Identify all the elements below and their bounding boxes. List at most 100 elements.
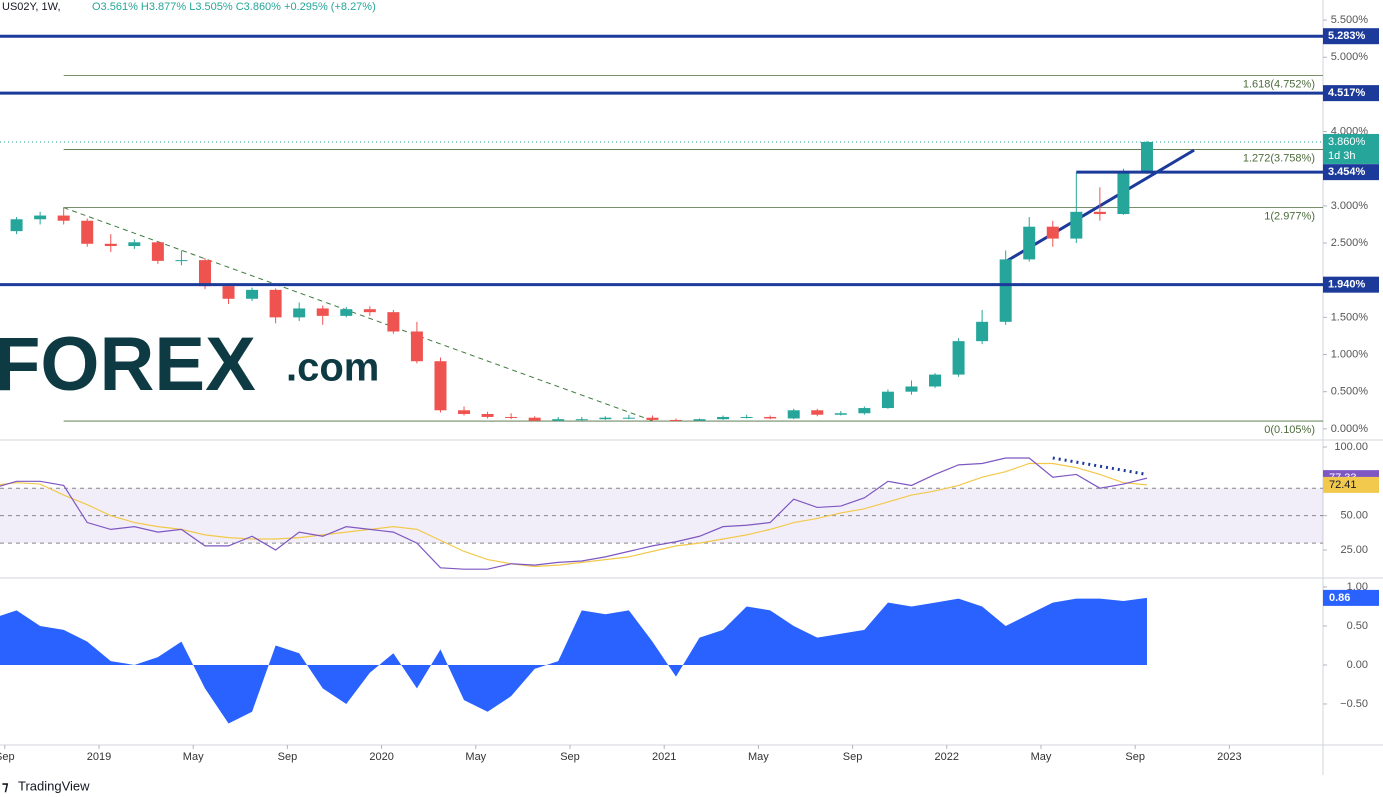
- y-tick-label: 5.000%: [1331, 51, 1369, 63]
- candle-body: [269, 289, 282, 318]
- rsi-line: [0, 457, 1148, 570]
- candle-body: [387, 312, 400, 332]
- y-tick-label: 2.500%: [1331, 237, 1369, 249]
- y-tick-label: 50.00: [1340, 510, 1368, 522]
- candle-body: [669, 419, 682, 421]
- symbol: US02Y, 1W,: [2, 1, 61, 13]
- level-label: 3.454%: [1328, 166, 1366, 178]
- level-label: 4.517%: [1328, 87, 1366, 99]
- candle-body: [787, 410, 800, 419]
- x-tick-label: May: [465, 751, 486, 763]
- y-tick-label: −0.50: [1340, 698, 1368, 710]
- x-tick-label: Sep: [843, 751, 863, 763]
- y-tick-label: 5.500%: [1331, 14, 1369, 26]
- rsi-line: [0, 462, 1148, 568]
- x-tick-label: 2020: [369, 751, 393, 763]
- candle-body: [246, 289, 259, 299]
- level-badge: [1323, 28, 1379, 45]
- x-tick-label: 2023: [1217, 751, 1241, 763]
- candle-body: [505, 416, 518, 418]
- trend-line: [1052, 456, 1148, 476]
- candle-body: [198, 260, 211, 287]
- x-tick-label: May: [183, 751, 204, 763]
- candle-body: [528, 417, 541, 421]
- candle-body: [34, 215, 47, 220]
- candle-body: [929, 374, 942, 387]
- y-tick-label: 1.500%: [1331, 311, 1369, 323]
- y-tick-label: 25.00: [1340, 544, 1368, 556]
- x-tick-label: 2022: [935, 751, 959, 763]
- x-tick-label: Sep: [278, 751, 298, 763]
- candle-body: [881, 391, 894, 409]
- candle-body: [552, 419, 565, 421]
- y-tick-label: 0.500%: [1331, 386, 1369, 398]
- axis-background: [1323, 0, 1383, 745]
- candle-body: [410, 331, 423, 362]
- candle-body: [151, 242, 164, 261]
- candle-body: [858, 408, 871, 414]
- candle-body: [905, 386, 918, 392]
- level-label: 1.940%: [1328, 279, 1366, 291]
- candle-body: [293, 308, 306, 318]
- candle-body: [1023, 226, 1036, 260]
- x-tick-label: 2021: [652, 751, 676, 763]
- fib-label: 1.618(4.752%): [1243, 79, 1315, 91]
- candle-body: [717, 416, 730, 420]
- candle-body: [1117, 172, 1130, 215]
- correlation-area: [0, 597, 1147, 724]
- candle-body: [128, 242, 141, 247]
- rsi-band: [0, 488, 1323, 544]
- candle-body: [999, 259, 1012, 322]
- candle-body: [834, 413, 847, 415]
- y-tick-label: 1.000%: [1331, 348, 1369, 360]
- candle-body: [434, 361, 447, 411]
- candle-body: [740, 416, 753, 418]
- candle-body: [622, 417, 635, 419]
- candle-body: [693, 419, 706, 421]
- candle-body: [646, 417, 659, 420]
- y-tick-label: 0.000%: [1331, 423, 1369, 435]
- candle-body: [222, 286, 235, 299]
- x-tick-label: May: [1031, 751, 1052, 763]
- last-price-badge: [1323, 133, 1379, 164]
- value-badge: [1323, 589, 1379, 606]
- candle-body: [1070, 211, 1083, 239]
- candle-body: [175, 260, 188, 262]
- x-tick-label: Sep: [560, 751, 580, 763]
- x-tick-label: 2019: [87, 751, 111, 763]
- candle-body: [81, 220, 94, 244]
- value-label: 0.86: [1329, 592, 1350, 604]
- x-tick-label: Sep: [1125, 751, 1145, 763]
- value-badge: [1323, 476, 1379, 493]
- y-tick-label: 0.50: [1347, 620, 1368, 632]
- candle-body: [363, 309, 376, 313]
- footer-icon: ⁊: [2, 778, 9, 793]
- x-tick-label: Sep: [0, 751, 15, 763]
- candle-body: [481, 413, 494, 417]
- candle-body: [952, 341, 965, 375]
- fib-label: 1(2.977%): [1264, 210, 1315, 222]
- candle-body: [104, 243, 117, 247]
- value-label: 72.41: [1329, 479, 1357, 491]
- last-price-label: 3.860%: [1328, 136, 1366, 148]
- fib-label: 0(0.105%): [1264, 424, 1315, 436]
- candle-body: [340, 309, 353, 316]
- candle-body: [764, 416, 777, 419]
- candle-body: [811, 410, 824, 415]
- fib-label: 1.272(3.758%): [1243, 152, 1315, 164]
- logo: FOREX: [0, 322, 256, 407]
- candle-body: [976, 321, 989, 342]
- footer: TradingView: [18, 778, 90, 793]
- y-tick-label: 1.00: [1347, 581, 1368, 593]
- candle-body: [458, 410, 471, 414]
- level-badge: [1323, 164, 1379, 181]
- candle-body: [1140, 141, 1153, 173]
- candle-body: [1046, 226, 1059, 239]
- candle-body: [10, 219, 23, 232]
- y-tick-label: 0.00: [1347, 659, 1368, 671]
- candle-body: [1093, 211, 1106, 215]
- level-badge: [1323, 276, 1379, 293]
- x-tick-label: May: [748, 751, 769, 763]
- level-badge: [1323, 85, 1379, 102]
